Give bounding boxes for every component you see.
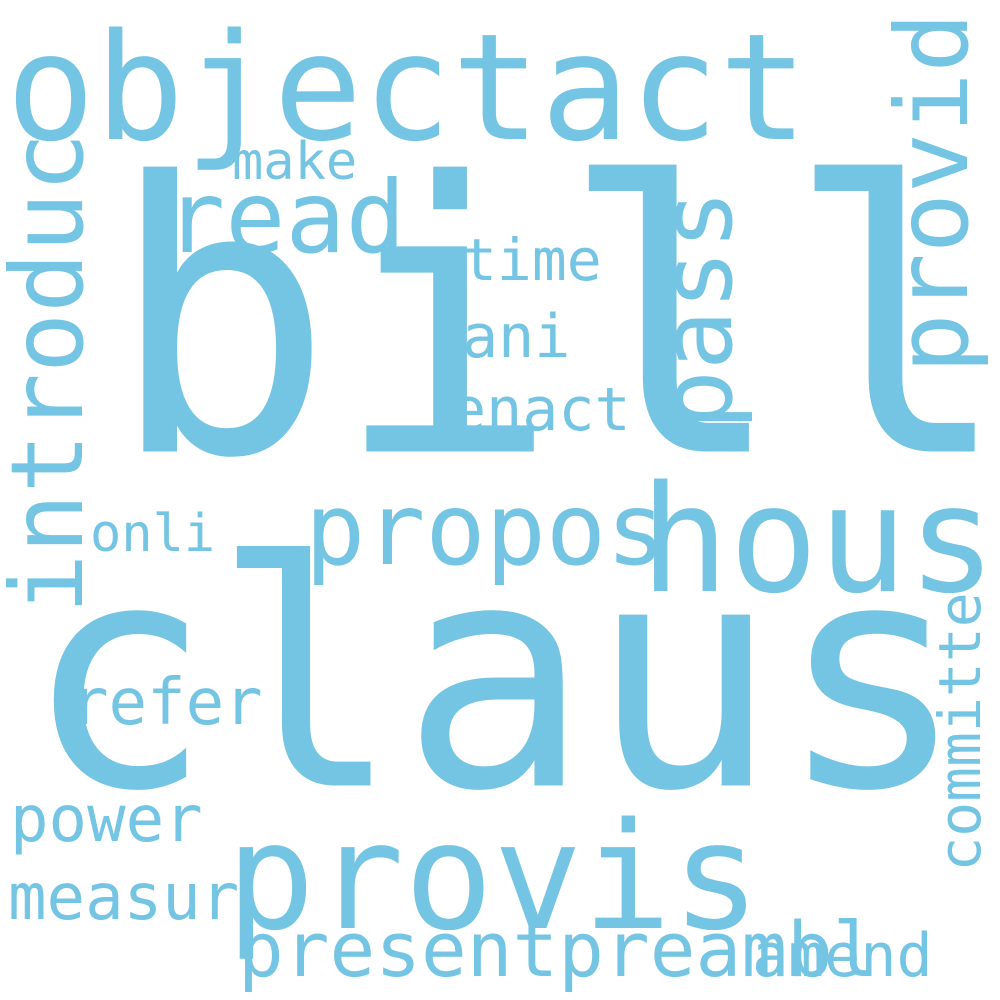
- word-provis: provis: [226, 791, 761, 963]
- word-amend: amend: [752, 921, 933, 991]
- word-objectact: objectact: [6, 2, 808, 174]
- word-provid: provid: [874, 12, 991, 374]
- word-refer: refer: [70, 666, 263, 740]
- word-make: make: [232, 132, 358, 192]
- word-enact: enact: [450, 375, 631, 445]
- word-read: read: [165, 159, 406, 276]
- word-pass: pass: [638, 189, 755, 431]
- word-claus: claus: [24, 494, 967, 860]
- word-presentpreambl: presentpreambl: [238, 905, 879, 994]
- word-ani: ani: [462, 302, 571, 372]
- word-introduc: introduc: [0, 132, 106, 614]
- word-bill: bill: [108, 104, 1000, 541]
- word-committe: committe: [926, 592, 994, 872]
- word-power: power: [10, 783, 203, 857]
- word-time: time: [462, 226, 602, 294]
- word-propos: propos: [305, 471, 667, 588]
- word-onli: onli: [90, 504, 216, 564]
- word-hous: hous: [640, 454, 997, 626]
- word-measur: measur: [8, 861, 240, 935]
